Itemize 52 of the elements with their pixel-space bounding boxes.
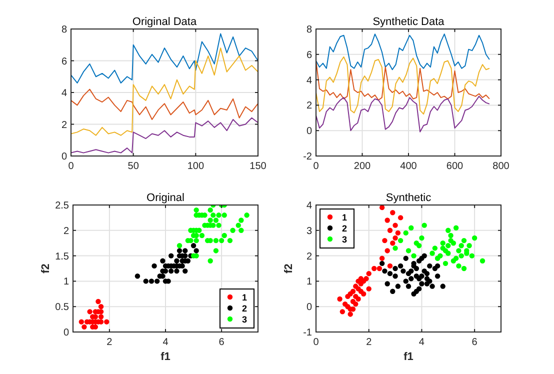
- y-tick-label: 0: [306, 126, 312, 138]
- y-tick-label: 2.5: [55, 200, 70, 212]
- legend-label: 2: [342, 224, 348, 234]
- y-axis-title: f2: [40, 264, 52, 274]
- x-axis-title: f1: [404, 351, 414, 363]
- x-tick-label: 0: [313, 161, 320, 172]
- legend-label: 3: [342, 234, 348, 244]
- y-tick-label: 1: [306, 276, 312, 288]
- x-tick-label: 100: [187, 161, 204, 172]
- legend-label: 3: [242, 314, 248, 324]
- y-tick-label: 2: [306, 251, 312, 262]
- y-tick-label: -2: [303, 152, 312, 162]
- y-tick-label: 0.5: [55, 302, 70, 314]
- y-tick-label: 8: [306, 24, 312, 36]
- x-tick-label: 4: [162, 337, 169, 348]
- y-tick-label: 4: [306, 200, 312, 212]
- legend-label: 1: [242, 292, 248, 302]
- x-tick-label: 50: [128, 161, 140, 172]
- chart-title: Synthetic Data: [372, 16, 446, 28]
- y-tick-label: 1: [63, 276, 70, 288]
- y-axis-title: f2: [283, 264, 295, 274]
- x-tick-label: 400: [400, 161, 418, 172]
- y-tick-label: 0: [63, 328, 70, 338]
- legend-label: 1: [342, 212, 348, 222]
- x-tick-label: 800: [492, 161, 510, 172]
- chart-title: Original: [146, 192, 184, 204]
- y-tick-label: 2: [61, 120, 68, 131]
- chart-title: Synthetic: [386, 192, 432, 204]
- x-tick-label: 0: [313, 337, 320, 348]
- y-tick-label: 0: [61, 152, 68, 162]
- x-tick-label: 200: [354, 161, 372, 172]
- y-tick-label: 0: [306, 302, 312, 314]
- x-tick-label: 6: [218, 337, 225, 348]
- legend-label: 2: [242, 304, 248, 314]
- x-tick-label: 2: [366, 337, 372, 348]
- y-tick-label: 6: [306, 50, 312, 61]
- y-tick-label: 4: [306, 75, 312, 86]
- y-tick-label: 3: [306, 226, 312, 237]
- x-tick-label: 6: [472, 337, 478, 348]
- x-tick-label: 150: [250, 161, 267, 172]
- x-tick-label: 4: [418, 337, 425, 348]
- x-tick-label: 600: [446, 161, 464, 172]
- y-tick-label: 6: [61, 56, 68, 68]
- y-tick-label: 8: [61, 24, 68, 36]
- x-axis-title: f1: [160, 351, 170, 363]
- y-tick-label: -1: [303, 328, 312, 338]
- y-tick-label: 4: [61, 88, 68, 99]
- y-tick-label: 2: [306, 100, 312, 112]
- y-tick-label: 2: [63, 226, 70, 237]
- chart-title: Original Data: [132, 16, 198, 28]
- x-tick-label: 2: [106, 337, 113, 348]
- y-tick-label: 1.5: [55, 251, 70, 262]
